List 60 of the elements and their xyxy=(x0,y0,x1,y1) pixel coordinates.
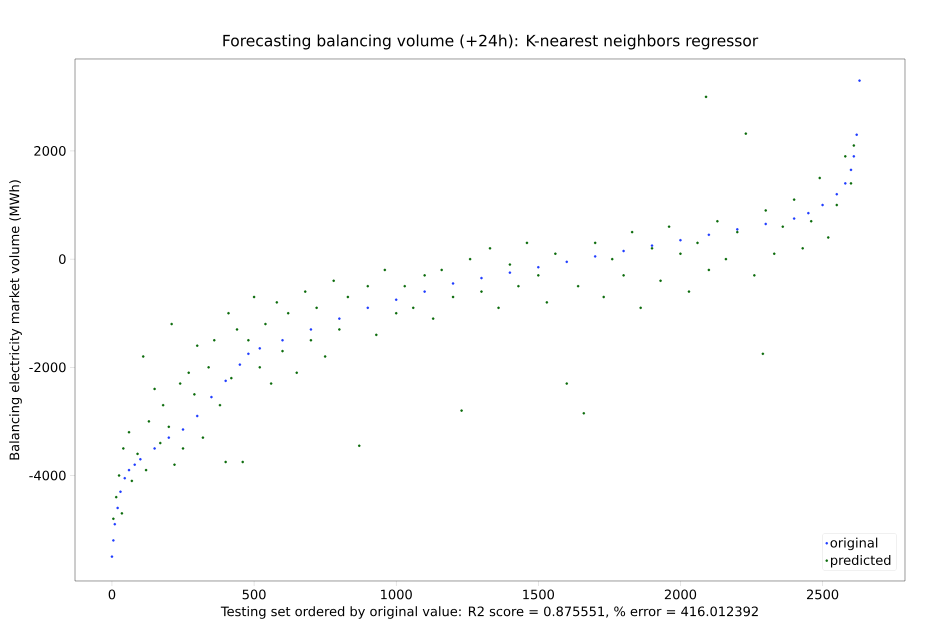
x-tick-label: 1500 xyxy=(523,590,554,600)
point xyxy=(736,228,739,231)
point xyxy=(247,352,250,356)
point xyxy=(114,522,116,526)
point xyxy=(565,260,568,264)
y-tick-label: -2000 xyxy=(29,362,66,372)
point xyxy=(508,271,512,274)
point xyxy=(196,414,199,418)
point xyxy=(258,347,262,350)
point xyxy=(133,463,136,466)
chart-title: Forecasting balancing volume (+24h): K-nearest neighbors regressor xyxy=(223,34,758,50)
point xyxy=(153,447,156,450)
point xyxy=(537,266,540,269)
point xyxy=(123,476,126,480)
point xyxy=(128,468,130,472)
point xyxy=(119,490,122,494)
y-axis-title: Balancing electricity market volume (MWh) xyxy=(9,180,22,460)
point xyxy=(394,298,398,301)
point xyxy=(423,290,426,293)
legend-label: predicted xyxy=(831,554,890,568)
point xyxy=(480,276,483,280)
point xyxy=(168,436,170,439)
x-tick-label: 2500 xyxy=(806,590,838,600)
point xyxy=(821,204,824,206)
point xyxy=(835,192,838,196)
point xyxy=(366,306,370,310)
point xyxy=(310,328,312,331)
point xyxy=(650,244,654,247)
point xyxy=(594,255,596,258)
point xyxy=(139,458,142,461)
point xyxy=(844,182,847,185)
point xyxy=(338,317,341,320)
x-tick-label: 500 xyxy=(242,590,266,600)
point xyxy=(622,250,625,252)
point xyxy=(852,155,856,158)
point xyxy=(858,79,861,82)
x-tick-label: 1000 xyxy=(381,590,412,600)
y-tick-label: 2000 xyxy=(34,146,66,156)
point xyxy=(281,338,284,342)
point xyxy=(110,555,114,558)
point xyxy=(855,133,858,136)
point xyxy=(708,233,710,236)
legend-label: original xyxy=(830,538,878,550)
point xyxy=(679,238,682,242)
point xyxy=(764,222,768,226)
point xyxy=(112,539,115,542)
y-tick-label: 0 xyxy=(59,254,66,264)
x-tick-label: 2000 xyxy=(664,590,696,600)
x-tick-label: 0 xyxy=(108,590,116,600)
point xyxy=(210,396,213,398)
point xyxy=(238,363,242,366)
point xyxy=(807,212,810,214)
y-tick-label: -4000 xyxy=(29,470,66,480)
point xyxy=(850,168,852,172)
point xyxy=(792,217,796,220)
x-axis-title: Testing set ordered by original value: R2 score = 0.875551, % error = 416.012392 xyxy=(220,606,758,619)
point xyxy=(224,380,227,382)
point xyxy=(182,428,184,431)
point xyxy=(452,282,454,285)
point xyxy=(116,506,119,510)
